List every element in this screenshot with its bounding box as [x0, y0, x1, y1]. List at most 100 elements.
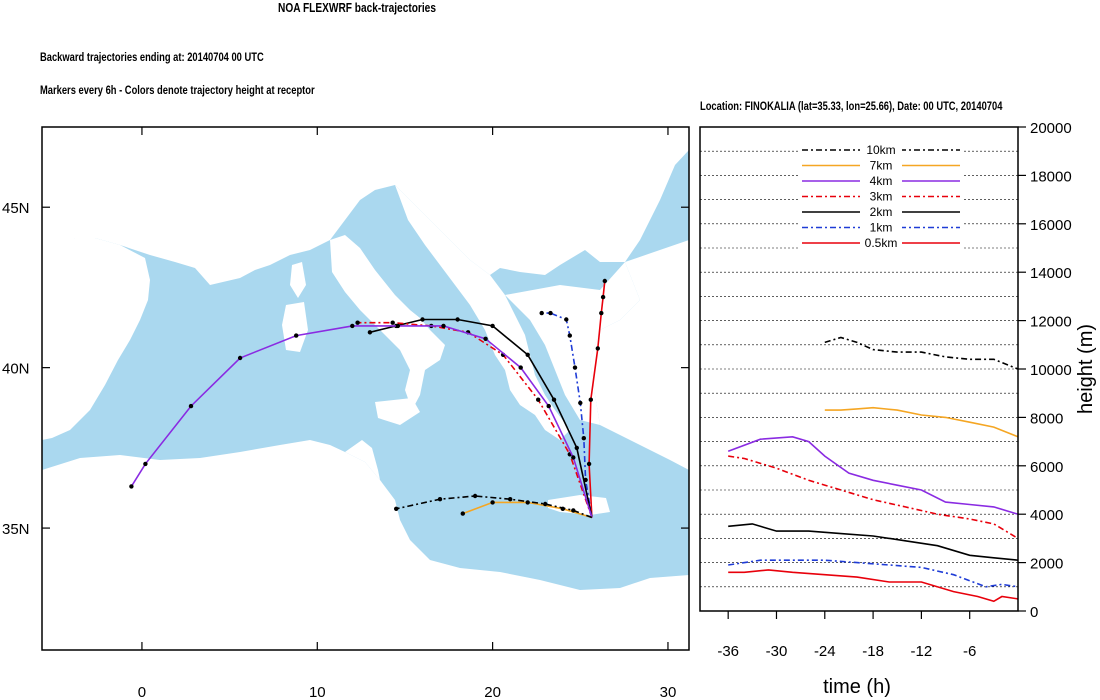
height-legend-label-bg: [860, 173, 902, 186]
height-ytick-label: 8000: [1030, 410, 1063, 427]
height-line-3km: [728, 455, 1019, 540]
map-xtick-label: 20: [484, 684, 501, 700]
map-marker-1km: [578, 400, 583, 406]
map-marker-10km: [508, 497, 513, 502]
height-legend-label: 3km: [870, 190, 893, 204]
height-xtick-label: -24: [814, 643, 836, 660]
map-marker-10km: [437, 497, 443, 502]
map-xtick-label: 10: [309, 684, 326, 700]
map-marker-10km: [543, 501, 548, 507]
map-marker-4km: [188, 403, 194, 409]
map-marker-3km: [355, 320, 360, 325]
land-corsica: [290, 262, 306, 298]
map-marker-1km: [572, 365, 578, 370]
height-ytick-label: 0: [1030, 604, 1038, 621]
map-marker-2km: [551, 397, 557, 402]
map-marker-1km: [548, 310, 553, 316]
map-xtick-label: 0: [138, 684, 146, 700]
height-axes: -36 -30 -24 -18 -12 -6 0 2000 4000 6000 8000 10000 1…: [717, 120, 1071, 660]
height-xtick-label: -30: [766, 643, 788, 660]
height-line-10km: [824, 336, 1019, 370]
chart-title: NOA FLEXWRF back-trajectories: [278, 0, 436, 15]
map-marker-3km: [536, 397, 541, 402]
map-marker-2km: [420, 317, 425, 322]
height-ytick-label: 2000: [1030, 556, 1063, 573]
height-legend-label-bg: [860, 204, 902, 217]
height-xtick-label: -36: [717, 643, 739, 660]
height-legend-label-bg: [860, 188, 902, 202]
land-aegean-north: [505, 262, 640, 425]
height-line-4km: [727, 435, 1019, 515]
map-marker-4km: [143, 461, 148, 467]
height-legend-label: 1km: [870, 221, 893, 235]
map-marker-0.5km: [588, 397, 593, 402]
height-ytick-label: 18000: [1030, 168, 1072, 185]
height-line-1km: [728, 559, 1019, 588]
height-line-0.5km: [728, 569, 1019, 603]
map-marker-7km: [460, 511, 465, 516]
map-marker-4km: [441, 323, 446, 329]
map-panel: 0 10 20 30 35N 40N 45N: [2, 126, 690, 700]
map-marker-2km: [490, 323, 495, 329]
height-panel: -36 -30 -24 -18 -12 -6 0 2000 4000 6000 8000 10000 1…: [699, 120, 1097, 698]
subtitle-end-time: Backward trajectories ending at: 2014070…: [40, 50, 264, 64]
map-marker-4km: [350, 323, 355, 329]
height-legend-label: 10km: [866, 143, 895, 157]
map-marker-4km: [483, 336, 488, 341]
height-ytick-label: 6000: [1030, 459, 1063, 476]
height-xtick-label: -12: [911, 643, 933, 660]
height-ylabel: height (m): [1075, 324, 1097, 414]
map-marker-2km: [574, 445, 579, 451]
height-legend-label-bg: [860, 235, 902, 248]
map-marker-4km: [395, 323, 401, 329]
map-frame: [41, 126, 690, 651]
height-ytick-label: 16000: [1030, 217, 1072, 234]
map-marker-4km: [294, 333, 299, 338]
height-legend-label-bg: [860, 142, 902, 155]
map-marker-4km: [237, 355, 243, 361]
height-xtick-label: -18: [862, 643, 884, 660]
height-xtick-label: -6: [963, 643, 976, 660]
subtitle-markers: Markers every 6h - Colors denote traject…: [40, 83, 315, 97]
land-anatolia: [590, 240, 689, 470]
height-series: [727, 336, 1019, 603]
map-marker-10km: [394, 506, 399, 511]
map-axes: 0 10 20 30 35N 40N 45N: [2, 127, 689, 700]
map-marker-4km: [129, 484, 134, 489]
map-marker-1km: [539, 310, 544, 316]
map-trajectory-1km: [541, 312, 593, 518]
map-marker-2km: [455, 317, 460, 322]
map-marker-2km: [367, 330, 373, 335]
height-line-2km: [728, 523, 1019, 561]
land-tunisia: [345, 440, 380, 480]
map-marker-1km: [564, 317, 569, 322]
height-ytick-label: 12000: [1030, 314, 1072, 331]
map-marker-7km: [490, 500, 495, 505]
map-marker-4km: [518, 365, 523, 370]
height-legend-label: 2km: [870, 205, 893, 219]
map-marker-0.5km: [600, 294, 606, 300]
map-xtick-label: 30: [660, 684, 677, 700]
height-legend-label: 7km: [870, 159, 893, 173]
land-iberia: [42, 238, 150, 440]
height-xlabel: time (h): [823, 676, 891, 698]
land-sicily: [375, 398, 420, 425]
height-legend-label-bg: [860, 219, 902, 233]
map-marker-0.5km: [599, 310, 604, 316]
map-marker-4km: [571, 455, 576, 460]
map-marker-1km: [567, 333, 572, 338]
height-ytick-label: 14000: [1030, 265, 1072, 282]
map-marker-3km: [390, 320, 395, 325]
map-marker-0.5km: [595, 346, 600, 351]
location-label: Location: FINOKALIA (lat=35.33, lon=25.6…: [700, 99, 1003, 113]
map-ytick-label: 35N: [2, 521, 30, 538]
map-trajectories: [129, 278, 607, 519]
map-marker-0.5km: [602, 278, 607, 284]
land-north-africa: [42, 440, 689, 650]
map-ytick-label: 40N: [2, 361, 30, 378]
map-marker-10km: [571, 508, 576, 513]
map-marker-0.5km: [586, 461, 592, 467]
height-legend-label-bg: [860, 157, 902, 171]
